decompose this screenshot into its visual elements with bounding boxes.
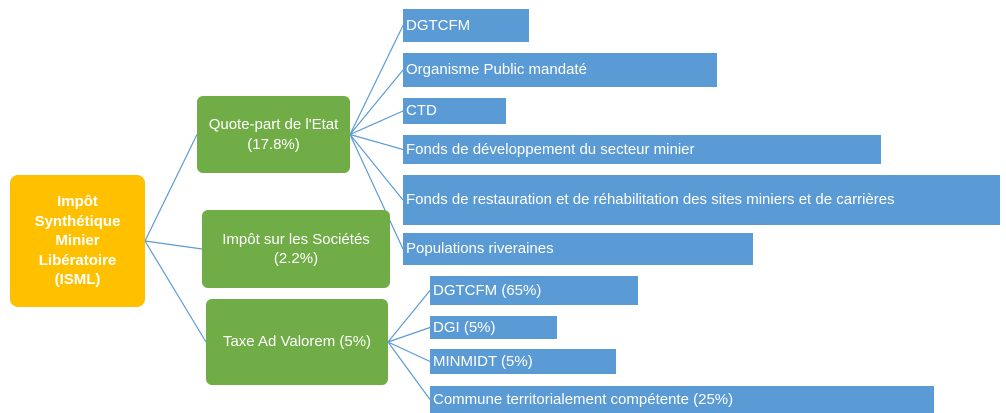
connector xyxy=(387,341,431,400)
branch-node: Quote-part de l'Etat (17.8%) xyxy=(197,96,350,173)
leaf-node: DGTCFM (65%) xyxy=(430,276,638,305)
connector xyxy=(349,134,404,250)
leaf-node: Populations riveraines xyxy=(403,233,753,265)
root-node: Impôt Synthétique Minier Libératoire (IS… xyxy=(10,175,145,307)
connector xyxy=(144,240,203,250)
connector xyxy=(349,133,404,151)
branch-node: Impôt sur les Sociétés (2.2%) xyxy=(202,210,390,288)
branch-node: Taxe Ad Valorem (5%) xyxy=(206,299,388,385)
connector xyxy=(144,240,207,343)
leaf-node: MINMIDT (5%) xyxy=(430,349,616,374)
connector xyxy=(349,25,404,135)
connector xyxy=(349,134,404,201)
leaf-node: DGTCFM xyxy=(403,9,529,42)
connector xyxy=(144,134,198,242)
connector xyxy=(387,326,431,343)
leaf-node: Organisme Public mandaté xyxy=(403,53,717,87)
leaf-node: CTD xyxy=(403,98,506,124)
leaf-node: Fonds de restauration et de réhabilitati… xyxy=(403,175,1000,225)
leaf-node: DGI (5%) xyxy=(430,316,557,339)
connector xyxy=(387,290,431,343)
leaf-node: Fonds de développement du secteur minier xyxy=(403,135,881,164)
connector xyxy=(387,341,431,363)
leaf-node: Commune territorialement compétente (25%… xyxy=(430,386,934,413)
connector xyxy=(349,69,404,135)
connector xyxy=(349,110,404,136)
